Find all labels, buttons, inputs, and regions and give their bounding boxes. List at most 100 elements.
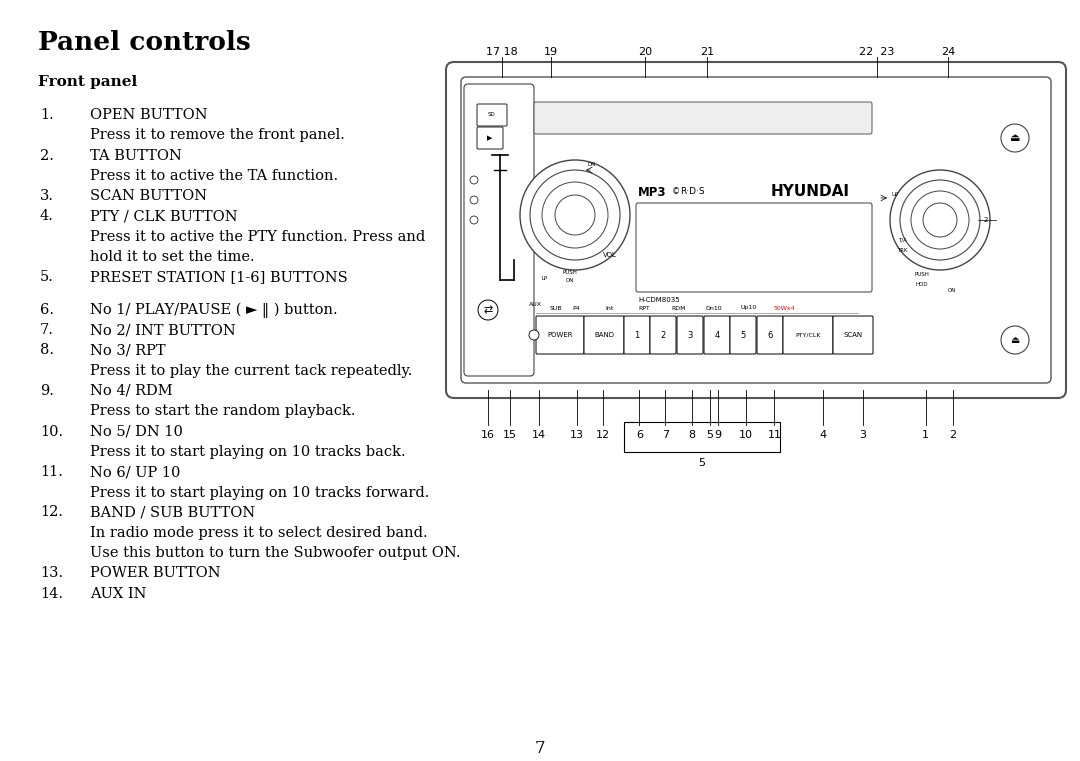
Text: PUSH: PUSH: [915, 272, 930, 278]
Text: 1.: 1.: [40, 108, 54, 122]
Text: 6: 6: [767, 330, 772, 339]
Text: Front panel: Front panel: [38, 75, 137, 89]
Text: In radio mode press it to select desired band.: In radio mode press it to select desired…: [90, 526, 428, 540]
Text: 5: 5: [741, 330, 745, 339]
FancyBboxPatch shape: [461, 77, 1051, 383]
Text: 2: 2: [660, 330, 665, 339]
FancyBboxPatch shape: [464, 84, 534, 376]
Text: 4: 4: [714, 330, 719, 339]
Text: 3: 3: [687, 330, 692, 339]
Text: HYUNDAI: HYUNDAI: [770, 184, 850, 199]
Text: Press to start the random playback.: Press to start the random playback.: [90, 405, 355, 419]
Text: 5: 5: [699, 458, 705, 468]
Text: AUX: AUX: [528, 301, 541, 307]
Text: 4.: 4.: [40, 209, 54, 224]
Text: 8: 8: [689, 430, 696, 440]
Circle shape: [470, 196, 478, 204]
Text: 8.: 8.: [40, 343, 54, 358]
Text: 12: 12: [595, 430, 610, 440]
FancyBboxPatch shape: [624, 316, 650, 354]
Text: Up10: Up10: [741, 305, 757, 310]
Text: 9: 9: [715, 430, 721, 440]
Text: 15: 15: [503, 430, 516, 440]
Text: Press it to start playing on 10 tracks back.: Press it to start playing on 10 tracks b…: [90, 445, 406, 459]
Text: UP: UP: [891, 193, 899, 198]
Text: ON: ON: [948, 288, 956, 292]
Text: hold it to set the time.: hold it to set the time.: [90, 250, 255, 264]
Text: 21: 21: [700, 47, 715, 57]
Text: Press it to play the current tack repeatedly.: Press it to play the current tack repeat…: [90, 364, 413, 378]
Circle shape: [470, 176, 478, 184]
Text: AUX IN: AUX IN: [90, 587, 147, 600]
Text: 7: 7: [535, 740, 545, 757]
Text: SCAN BUTTON: SCAN BUTTON: [90, 189, 207, 203]
Text: ⏏: ⏏: [1011, 335, 1020, 345]
Circle shape: [900, 180, 980, 260]
Text: 11: 11: [768, 430, 781, 440]
Text: PTY/CLK: PTY/CLK: [795, 333, 821, 337]
Text: 1: 1: [922, 430, 929, 440]
Text: BAND: BAND: [594, 332, 615, 338]
Text: OPEN BUTTON: OPEN BUTTON: [90, 108, 207, 122]
Text: 10: 10: [740, 430, 753, 440]
Text: 13.: 13.: [40, 566, 63, 580]
Text: 19: 19: [543, 47, 558, 57]
Text: 5.: 5.: [40, 270, 54, 284]
Text: 6: 6: [636, 430, 643, 440]
FancyBboxPatch shape: [704, 316, 730, 354]
Text: 17 18: 17 18: [486, 47, 518, 57]
Text: T/A: T/A: [897, 237, 906, 243]
Text: 1: 1: [634, 330, 639, 339]
Text: 3.: 3.: [40, 189, 54, 203]
Text: 5: 5: [706, 430, 713, 440]
Text: ⇄: ⇄: [484, 305, 492, 315]
FancyBboxPatch shape: [584, 316, 624, 354]
Text: No 2/ INT BUTTON: No 2/ INT BUTTON: [90, 323, 235, 337]
FancyBboxPatch shape: [757, 316, 783, 354]
Text: 20: 20: [637, 47, 652, 57]
Text: No 1/ PLAY/PAUSE ( ► ‖ ) button.: No 1/ PLAY/PAUSE ( ► ‖ ) button.: [90, 303, 338, 318]
Text: No 4/ RDM: No 4/ RDM: [90, 384, 173, 398]
FancyBboxPatch shape: [730, 316, 756, 354]
Text: SUB: SUB: [550, 305, 563, 310]
Text: TRK: TRK: [896, 247, 907, 253]
Text: 13: 13: [570, 430, 583, 440]
FancyBboxPatch shape: [534, 102, 872, 134]
Text: POWER BUTTON: POWER BUTTON: [90, 566, 220, 580]
Text: 9.: 9.: [40, 384, 54, 398]
Text: 16: 16: [482, 430, 495, 440]
Text: 22  23: 22 23: [860, 47, 894, 57]
Text: SCAN: SCAN: [843, 332, 863, 338]
Circle shape: [529, 330, 539, 340]
Bar: [624, 422, 780, 452]
Text: RPT: RPT: [638, 305, 650, 310]
Text: 50Wx4: 50Wx4: [773, 305, 795, 310]
Text: HOD: HOD: [916, 282, 929, 288]
Text: SD: SD: [488, 113, 496, 117]
FancyBboxPatch shape: [536, 316, 584, 354]
Text: VOL: VOL: [603, 252, 617, 258]
Text: PTY / CLK BUTTON: PTY / CLK BUTTON: [90, 209, 238, 224]
FancyBboxPatch shape: [650, 316, 676, 354]
Text: H-CDM8035: H-CDM8035: [638, 297, 679, 303]
FancyBboxPatch shape: [783, 316, 833, 354]
FancyBboxPatch shape: [677, 316, 703, 354]
Circle shape: [1001, 124, 1029, 152]
Circle shape: [470, 216, 478, 224]
Text: Press it to active the PTY function. Press and: Press it to active the PTY function. Pre…: [90, 230, 426, 244]
FancyBboxPatch shape: [477, 104, 507, 126]
Text: 11.: 11.: [40, 465, 63, 479]
Text: 6.: 6.: [40, 303, 54, 317]
FancyBboxPatch shape: [446, 62, 1066, 398]
Circle shape: [519, 160, 630, 270]
Circle shape: [912, 191, 969, 249]
Text: RDM: RDM: [672, 305, 686, 310]
FancyBboxPatch shape: [833, 316, 873, 354]
Text: 7: 7: [662, 430, 669, 440]
Text: PRESET STATION [1-6] BUTTONS: PRESET STATION [1-6] BUTTONS: [90, 270, 348, 284]
Text: Press it to start playing on 10 tracks forward.: Press it to start playing on 10 tracks f…: [90, 486, 430, 499]
Circle shape: [555, 195, 595, 235]
Text: PUSH: PUSH: [563, 269, 578, 275]
Text: TA BUTTON: TA BUTTON: [90, 148, 181, 163]
Circle shape: [530, 170, 620, 260]
